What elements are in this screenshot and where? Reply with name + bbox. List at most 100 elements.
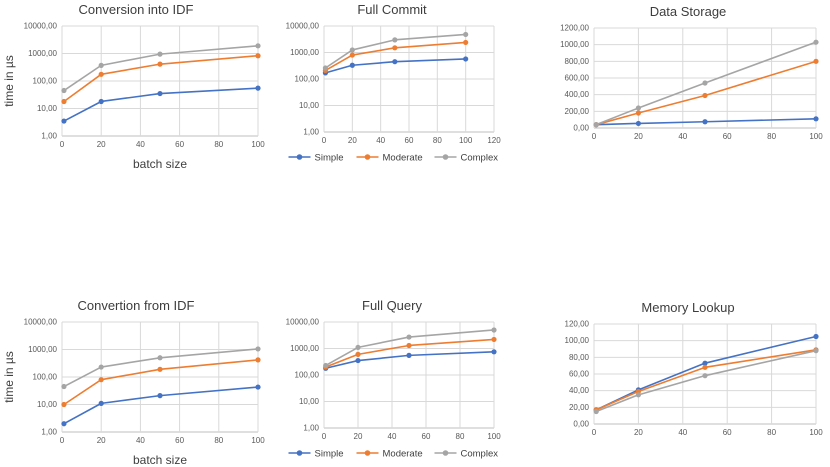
y-tick-label: 10,00	[299, 397, 320, 406]
y-tick-label: 200,00	[565, 107, 590, 116]
data-point-simple	[61, 421, 67, 427]
y-tick-label: 1000,00	[28, 49, 57, 58]
y-tick-label: 600,00	[565, 74, 590, 83]
series-line-moderate	[595, 60, 817, 126]
data-point-moderate	[255, 53, 261, 59]
legend-marker-simple	[296, 154, 303, 160]
data-point-complex	[349, 47, 355, 53]
data-point-simple	[463, 56, 469, 62]
data-point-moderate	[463, 39, 469, 46]
data-point-moderate	[392, 45, 398, 51]
legend-label-moderate: Moderate	[383, 449, 423, 460]
data-point-moderate	[702, 92, 708, 99]
x-tick-label: 120	[487, 136, 501, 145]
x-tick-label: 100	[459, 136, 473, 145]
y-tick-label: 10000,00	[286, 318, 320, 327]
data-point-simple	[635, 120, 641, 127]
x-tick-label: 20	[348, 136, 357, 145]
series-line-moderate	[595, 349, 817, 411]
y-tick-label: 10,00	[299, 101, 320, 110]
data-point-complex	[98, 364, 104, 370]
legend-marker-complex	[442, 450, 449, 456]
data-point-moderate	[355, 351, 361, 357]
series-line-simple	[63, 87, 259, 122]
data-point-simple	[61, 118, 67, 124]
data-point-complex	[702, 373, 708, 379]
legend-label-simple: Simple	[315, 449, 344, 460]
data-point-complex	[157, 51, 163, 57]
data-point-simple	[98, 400, 104, 406]
x-tick-label: 60	[422, 432, 431, 441]
y-tick-label: 40,00	[569, 386, 590, 395]
x-tick-label: 60	[405, 136, 414, 145]
x-tick-label: 40	[678, 132, 687, 141]
x-axis-title: batch size	[133, 453, 187, 466]
y-tick-label: 100,00	[565, 336, 590, 345]
data-point-complex	[392, 37, 398, 43]
data-point-complex	[61, 87, 67, 94]
y-tick-label: 800,00	[565, 57, 590, 66]
data-point-simple	[702, 360, 708, 366]
memory-lookup-plot: 0,00 20,00 40,00 60,00 80,00 100,00 120,00 0 20 4…	[565, 320, 824, 438]
data-point-complex	[635, 392, 641, 398]
data-point-complex	[406, 334, 412, 340]
y-tick-label: 100,00	[295, 75, 320, 84]
y-tick-label: 0,00	[573, 124, 589, 133]
chart-data-storage: Data Storage 0,00 200,00 400,00 600,00 800,0…	[548, 2, 828, 142]
data-point-complex	[323, 362, 329, 369]
x-tick-label: 80	[214, 140, 223, 149]
full-commit-plot: 1,00 10,00 100,00 1000,00 10000,00 0 20 40 60 80 1…	[286, 22, 502, 164]
data-point-moderate	[702, 364, 708, 370]
x-tick-label: 60	[175, 140, 184, 149]
data-point-moderate	[635, 110, 641, 116]
x-tick-label: 0	[60, 140, 65, 149]
y-tick-label: 1000,00	[28, 345, 57, 354]
x-tick-label: 100	[487, 432, 501, 441]
x-tick-label: 80	[767, 428, 776, 437]
x-tick-label: 40	[388, 432, 397, 441]
data-point-simple	[255, 384, 261, 390]
data-point-complex	[98, 62, 104, 68]
legend-label-moderate: Moderate	[383, 153, 423, 164]
legend-marker-complex	[442, 154, 449, 160]
chart-title: Data Storage	[649, 4, 727, 19]
chart-title: Convertion from IDF	[77, 298, 195, 313]
x-tick-label: 20	[634, 132, 643, 141]
x-tick-label: 80	[767, 132, 776, 141]
data-point-moderate	[157, 61, 163, 67]
chart-title: Full Query	[362, 298, 422, 313]
legend-label-simple: Simple	[315, 153, 344, 164]
x-tick-label: 60	[723, 132, 732, 141]
x-tick-label: 80	[433, 136, 442, 145]
x-tick-label: 80	[456, 432, 465, 441]
y-tick-label: 10000,00	[24, 22, 58, 31]
series-line-moderate	[324, 41, 467, 72]
series-line-complex	[324, 329, 495, 367]
y-tick-label: 10,00	[37, 104, 58, 113]
data-point-complex	[322, 65, 329, 71]
legend-label-complex: Complex	[461, 449, 499, 460]
series-line-complex	[324, 33, 467, 69]
y-tick-label: 1200,00	[560, 24, 589, 33]
data-point-moderate	[61, 98, 67, 105]
x-tick-label: 0	[592, 132, 597, 141]
data-point-complex	[355, 344, 361, 351]
y-tick-label: 100,00	[295, 371, 320, 380]
x-tick-label: 0	[322, 136, 327, 145]
data-point-complex	[157, 355, 163, 361]
y-tick-label: 10000,00	[24, 318, 58, 327]
y-axis-title: time in µs	[2, 351, 16, 403]
data-point-simple	[355, 357, 361, 364]
x-tick-label: 20	[354, 432, 363, 441]
x-tick-label: 0	[322, 432, 327, 441]
y-tick-label: 10000,00	[286, 22, 320, 31]
y-tick-label: 1,00	[303, 424, 319, 433]
data-point-moderate	[491, 336, 497, 343]
data-point-moderate	[255, 357, 261, 363]
y-tick-label: 0,00	[573, 420, 589, 429]
x-tick-label: 100	[809, 428, 823, 437]
data-point-complex	[491, 327, 497, 333]
data-point-moderate	[406, 342, 412, 349]
x-tick-label: 60	[175, 436, 184, 445]
y-tick-label: 60,00	[569, 370, 590, 379]
